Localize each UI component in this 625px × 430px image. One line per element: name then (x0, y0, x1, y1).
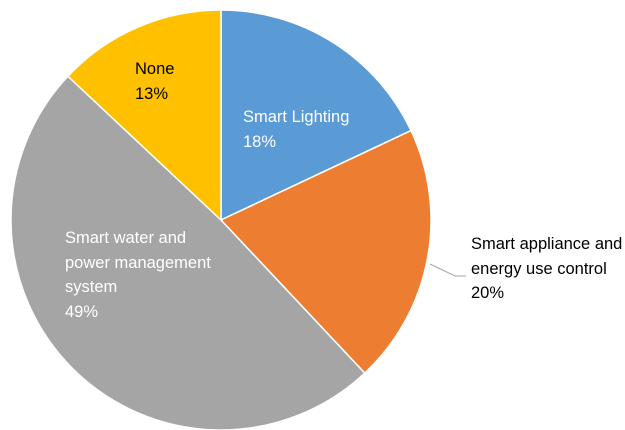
category-label: Smart Lighting (243, 108, 350, 126)
value-label: 13% (135, 84, 169, 103)
pie-slice (220, 9, 413, 222)
slice-label: Smart water and power management system 4… (65, 226, 230, 324)
leader-line (429, 263, 466, 277)
pie-slice (66, 9, 222, 222)
category-label: None (135, 60, 175, 78)
value-label: 49% (65, 302, 99, 321)
slice-label: None 13% (135, 57, 215, 106)
slice-label: Smart Lighting 18% (243, 105, 403, 154)
pie-slice (10, 75, 366, 430)
value-label: 20% (471, 284, 505, 302)
slice-label: Smart appliance and energy use control 20… (471, 232, 625, 306)
value-label: 18% (243, 132, 277, 151)
pie-slice (219, 129, 432, 375)
category-label: Smart water and power management system (65, 229, 211, 296)
category-label: Smart appliance and energy use control (471, 235, 623, 278)
